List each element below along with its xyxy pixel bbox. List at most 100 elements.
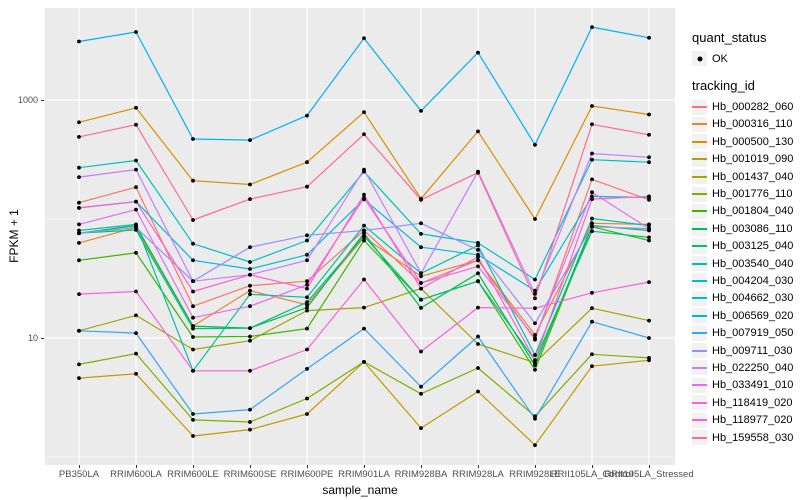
legend-item-Hb_118419_020: Hb_118419_020 — [692, 394, 798, 411]
data-point — [419, 221, 423, 226]
x-axis-title: sample_name — [322, 483, 398, 497]
x-tick-label: RRII105LA_Stressed — [604, 469, 694, 480]
data-point — [419, 384, 423, 389]
data-point — [134, 167, 138, 172]
data-point — [77, 376, 81, 380]
legend-item-label: Hb_000500_130 — [712, 135, 794, 148]
y-tick-mark — [41, 338, 44, 339]
legend-item-Hb_022250_040: Hb_022250_040 — [692, 359, 798, 376]
data-point — [77, 328, 81, 333]
data-point — [248, 338, 252, 343]
data-point — [134, 122, 138, 127]
legend-key-box — [692, 186, 707, 202]
data-point — [362, 223, 366, 228]
data-point — [590, 319, 594, 324]
line-swatch-icon — [692, 366, 707, 369]
data-point — [533, 142, 537, 147]
data-point — [191, 335, 195, 339]
data-point — [77, 231, 81, 236]
data-point — [419, 232, 423, 236]
data-point — [362, 167, 366, 172]
data-point — [305, 367, 309, 371]
legend-item-label: Hb_118419_020 — [712, 396, 793, 409]
data-point — [248, 334, 252, 339]
data-point — [476, 342, 480, 346]
data-point — [647, 235, 651, 240]
data-point — [362, 228, 366, 233]
legend-item-label: Hb_033491_010 — [712, 379, 794, 392]
legend-key-box — [692, 238, 707, 254]
data-point — [134, 222, 138, 227]
legend-item-Hb_009711_030: Hb_009711_030 — [692, 342, 798, 359]
data-point — [248, 292, 252, 297]
legend-key-box — [692, 99, 707, 115]
x-tick-label: RRIM600PE — [280, 469, 334, 480]
data-point — [533, 217, 537, 221]
data-point — [191, 304, 195, 309]
line-swatch-icon — [692, 158, 707, 161]
data-point — [134, 225, 138, 230]
data-point — [248, 283, 252, 288]
x-tick-label: RRIM928BA — [394, 469, 448, 480]
data-point — [134, 331, 138, 335]
line-swatch-icon — [692, 297, 707, 300]
data-point — [305, 396, 309, 401]
line-swatch-icon — [692, 123, 707, 126]
data-point — [362, 234, 366, 238]
data-point — [305, 238, 309, 243]
legend-item-Hb_001437_040: Hb_001437_040 — [692, 168, 798, 185]
data-point — [533, 296, 537, 301]
line-swatch-icon — [692, 106, 707, 109]
legend-key-box — [692, 151, 707, 167]
legend-tracking-items: Hb_000282_060 Hb_000316_110 Hb_000500_130 H… — [692, 98, 798, 446]
legend-item-Hb_003086_110: Hb_003086_110 — [692, 220, 798, 237]
legend-item-label: Hb_004662_030 — [712, 292, 794, 305]
legend-key-box — [692, 134, 707, 150]
x-tick-label: RRIM928LE — [509, 469, 561, 480]
data-point — [134, 250, 138, 255]
data-point — [476, 366, 480, 370]
data-point — [362, 326, 366, 331]
data-point — [362, 110, 366, 115]
legend-item-Hb_007919_050: Hb_007919_050 — [692, 324, 798, 341]
x-tick-mark — [136, 465, 137, 468]
data-point — [305, 347, 309, 352]
data-point — [305, 160, 309, 165]
x-tick-label: PB350LA — [58, 469, 100, 480]
data-point — [590, 194, 594, 199]
x-tick-mark — [592, 465, 593, 468]
x-tick-label: RRIM600LA — [110, 469, 162, 480]
legend-item-label: Hb_003086_110 — [712, 222, 793, 235]
data-point — [590, 151, 594, 156]
legend-key-box — [692, 412, 707, 428]
data-point — [590, 306, 594, 311]
data-point — [191, 434, 195, 438]
data-point — [77, 292, 81, 296]
data-point — [248, 326, 252, 330]
data-point — [77, 200, 81, 205]
data-point — [647, 35, 651, 40]
data-point — [419, 286, 423, 291]
x-tick-label: RRIM928LA — [452, 469, 504, 480]
x-tick-mark — [307, 465, 308, 468]
data-point — [476, 170, 480, 175]
data-point — [248, 267, 252, 271]
legend-key-box — [692, 308, 707, 324]
data-point — [248, 138, 252, 143]
legend-item-label: Hb_001804_040 — [712, 205, 794, 218]
data-point — [533, 277, 537, 282]
line-swatch-icon — [692, 262, 707, 265]
legend-item-label: Hb_004204_030 — [712, 274, 794, 287]
legend-item-label: Hb_001776_110 — [712, 188, 793, 201]
legend-item-ok: OK — [692, 50, 798, 67]
data-point — [248, 427, 252, 432]
data-point — [647, 280, 651, 284]
data-point — [77, 258, 81, 263]
data-point — [647, 194, 651, 199]
data-point — [134, 313, 138, 318]
data-point — [476, 255, 480, 259]
legend-item-label: Hb_000282_060 — [712, 101, 794, 114]
data-point — [248, 368, 252, 373]
line-swatch-icon — [692, 227, 707, 230]
data-point — [419, 197, 423, 202]
